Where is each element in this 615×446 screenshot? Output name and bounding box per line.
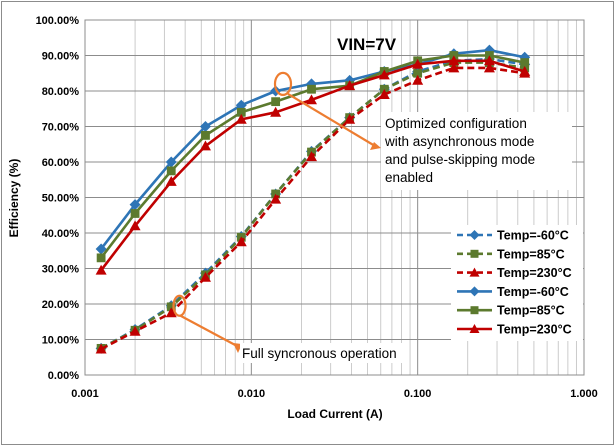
data-point: [129, 199, 141, 211]
plot-area: [84, 19, 585, 376]
data-point: [270, 106, 282, 117]
data-point: [235, 236, 247, 247]
data-point: [412, 74, 424, 85]
series-solid-5: [95, 55, 531, 275]
data-point: [470, 249, 479, 258]
data-point: [166, 302, 176, 312]
annotation-text: with asynchronous mode: [384, 134, 534, 149]
data-point: [307, 84, 316, 94]
data-point: [236, 107, 246, 117]
data-point: [201, 130, 210, 140]
data-point: [199, 140, 211, 151]
data-point: [166, 166, 176, 176]
chart-title: VIN=7V: [337, 35, 397, 54]
x-tick-label: 0.010: [238, 388, 266, 400]
data-point: [165, 176, 177, 186]
annotation-text: Full syncronous operation: [242, 346, 397, 361]
data-point: [378, 89, 390, 99]
x-tick-label: 0.001: [71, 388, 99, 400]
legend-entry: Temp=-60°C: [457, 285, 569, 299]
y-tick-label: 20.00%: [42, 299, 80, 311]
data-point: [469, 230, 480, 240]
data-point: [306, 94, 318, 105]
y-tick-label: 40.00%: [42, 228, 80, 240]
data-point: [483, 62, 495, 73]
data-point: [448, 62, 460, 73]
data-point: [95, 243, 107, 255]
y-tick-label: 30.00%: [42, 264, 80, 276]
data-point: [520, 58, 530, 67]
x-tick-label: 0.100: [404, 388, 432, 400]
data-point: [271, 97, 281, 107]
data-point: [470, 306, 479, 315]
data-point: [306, 151, 318, 162]
annotation-text: enabled: [385, 170, 433, 185]
data-point: [469, 286, 480, 297]
legend-box: [451, 225, 583, 341]
y-tick-label: 50.00%: [42, 193, 80, 205]
data-point: [413, 68, 423, 78]
y-tick-label: 90.00%: [42, 51, 80, 63]
data-point: [270, 193, 282, 204]
data-point: [344, 80, 356, 91]
y-tick-label: 10.00%: [42, 335, 80, 347]
data-point: [469, 324, 480, 333]
data-point: [412, 58, 424, 69]
legend-entry: Temp=85°C: [457, 304, 565, 318]
data-point: [448, 55, 460, 66]
data-point: [469, 267, 480, 277]
data-point: [235, 113, 247, 124]
x-axis-label: Load Current (A): [287, 407, 382, 421]
y-axis-label: Efficiency (%): [7, 159, 21, 238]
legend-entry: Temp=85°C: [457, 247, 565, 261]
data-point: [519, 65, 531, 76]
legend-label: Temp=-60°C: [497, 229, 569, 243]
legend-label: Temp=85°C: [497, 247, 565, 261]
legend-entry: Temp=-60°C: [457, 229, 569, 243]
annotation-box: [381, 112, 572, 190]
annotation-arrow: [179, 314, 238, 347]
series-dashed-2: [95, 62, 531, 354]
annotation-text: Optimized configuration: [385, 116, 527, 131]
data-point: [130, 209, 140, 218]
legend-label: Temp=-60°C: [497, 285, 569, 299]
legend: Temp=-60°C Temp=85°C Temp=230°C Temp=-60°C T…: [451, 225, 583, 341]
data-point: [344, 113, 356, 124]
data-point: [199, 271, 211, 282]
annotation-box: [240, 343, 402, 363]
data-point: [199, 121, 211, 132]
highlight-ellipse: [172, 294, 187, 317]
data-point: [129, 325, 141, 336]
arrow-head: [370, 142, 381, 150]
data-point: [378, 69, 390, 80]
data-point: [165, 156, 177, 168]
legend-entry: Temp=230°C: [457, 323, 572, 337]
data-point: [483, 55, 495, 66]
data-point: [96, 253, 106, 263]
data-point: [129, 220, 141, 231]
legend-label: Temp=230°C: [497, 323, 572, 337]
data-point: [165, 307, 177, 318]
data-point: [95, 264, 107, 275]
highlight-ellipse: [273, 71, 293, 97]
legend-entry: Temp=230°C: [457, 266, 572, 280]
y-tick-label: 70.00%: [42, 122, 80, 134]
y-tick-label: 80.00%: [42, 86, 80, 98]
y-tick-label: 0.00%: [48, 370, 79, 382]
legend-label: Temp=85°C: [497, 304, 565, 318]
y-tick-label: 60.00%: [42, 157, 80, 169]
annotation-arrow: [287, 92, 376, 147]
annotation-text: and pulse-skipping mode: [385, 152, 535, 167]
x-tick-label: 1.000: [570, 388, 598, 400]
data-point: [95, 343, 107, 354]
arrow-head: [233, 343, 242, 353]
y-tick-label: 100.00%: [36, 15, 80, 27]
legend-label: Temp=230°C: [497, 266, 572, 280]
